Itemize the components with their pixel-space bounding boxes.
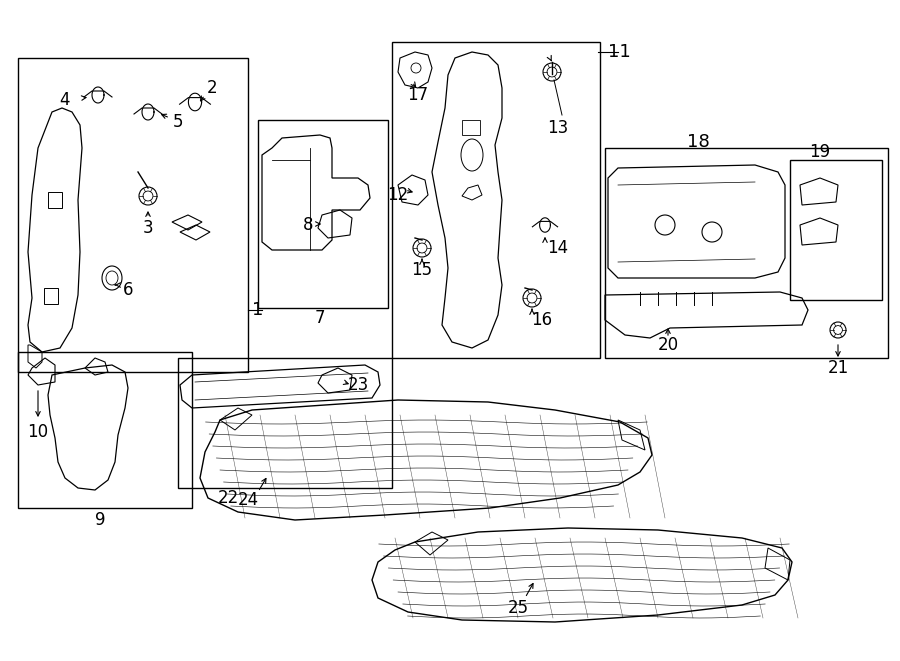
- Text: 15: 15: [411, 261, 433, 279]
- Bar: [392, 42, 600, 358]
- Text: 18: 18: [687, 133, 709, 151]
- Text: 3: 3: [143, 219, 153, 237]
- Bar: [178, 358, 392, 488]
- Text: 24: 24: [238, 491, 258, 509]
- Bar: [790, 160, 882, 300]
- Text: 23: 23: [347, 376, 369, 394]
- Bar: [18, 352, 192, 508]
- Text: 4: 4: [59, 91, 70, 109]
- Text: 16: 16: [531, 311, 553, 329]
- Bar: [18, 58, 248, 372]
- Text: 1: 1: [252, 301, 264, 319]
- Text: 22: 22: [218, 489, 238, 507]
- Text: 9: 9: [94, 511, 105, 529]
- Text: 21: 21: [827, 359, 849, 377]
- Text: 11: 11: [608, 43, 631, 61]
- Text: 14: 14: [547, 239, 569, 257]
- Text: 12: 12: [387, 186, 409, 204]
- Bar: [258, 120, 388, 308]
- Text: 6: 6: [122, 281, 133, 299]
- Text: 17: 17: [408, 86, 428, 104]
- Bar: [605, 148, 888, 358]
- Text: 19: 19: [809, 143, 831, 161]
- Text: 2: 2: [207, 79, 217, 97]
- Text: 25: 25: [508, 599, 528, 617]
- Text: 5: 5: [173, 113, 184, 131]
- Text: 13: 13: [547, 119, 569, 137]
- Text: 8: 8: [302, 216, 313, 234]
- Text: 7: 7: [315, 309, 325, 327]
- Text: 20: 20: [657, 336, 679, 354]
- Text: 10: 10: [27, 423, 49, 441]
- Bar: [462, 120, 480, 135]
- Bar: [48, 192, 62, 208]
- Bar: [44, 288, 58, 304]
